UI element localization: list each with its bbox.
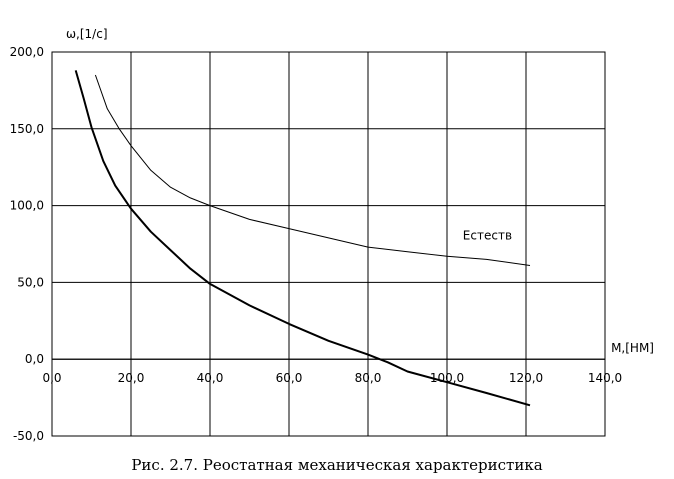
series-line-rheostat (74, 70, 531, 407)
y-tick-label: 200,0 (10, 45, 44, 59)
series-annotation-estestv: Естеств (463, 228, 512, 242)
figure-caption: Рис. 2.7. Реостатная механическая характ… (131, 456, 543, 474)
y-tick-label: 0,0 (25, 352, 44, 366)
x-tick-label: 20,0 (118, 371, 145, 385)
y-tick-label: 50,0 (17, 275, 44, 289)
x-axis-label: M,[НМ] (611, 341, 654, 355)
x-tick-label: 40,0 (197, 371, 224, 385)
tick-labels: 0,0 20,0 40,0 60,0 80,0 100,0 120,0 140,0 -50,0 0… (10, 45, 623, 443)
x-tick-label: 60,0 (276, 371, 303, 385)
x-tick-label: 100,0 (430, 371, 464, 385)
series-line-natural (94, 74, 531, 266)
plot-frame (51, 51, 606, 437)
series-lines (74, 70, 531, 407)
grid (52, 52, 605, 436)
x-tick-label: 0,0 (42, 371, 61, 385)
y-tick-label: 100,0 (10, 199, 44, 213)
x-tick-label: 140,0 (588, 371, 622, 385)
y-tick-label: 150,0 (10, 122, 44, 136)
y-axis-label: ω,[1/с] (66, 27, 108, 41)
x-tick-label: 120,0 (509, 371, 543, 385)
reostat-chart: 0,0 20,0 40,0 60,0 80,0 100,0 120,0 140,0 -50,0 0… (10, 27, 654, 443)
x-tick-label: 80,0 (355, 371, 382, 385)
y-tick-label: -50,0 (13, 429, 44, 443)
